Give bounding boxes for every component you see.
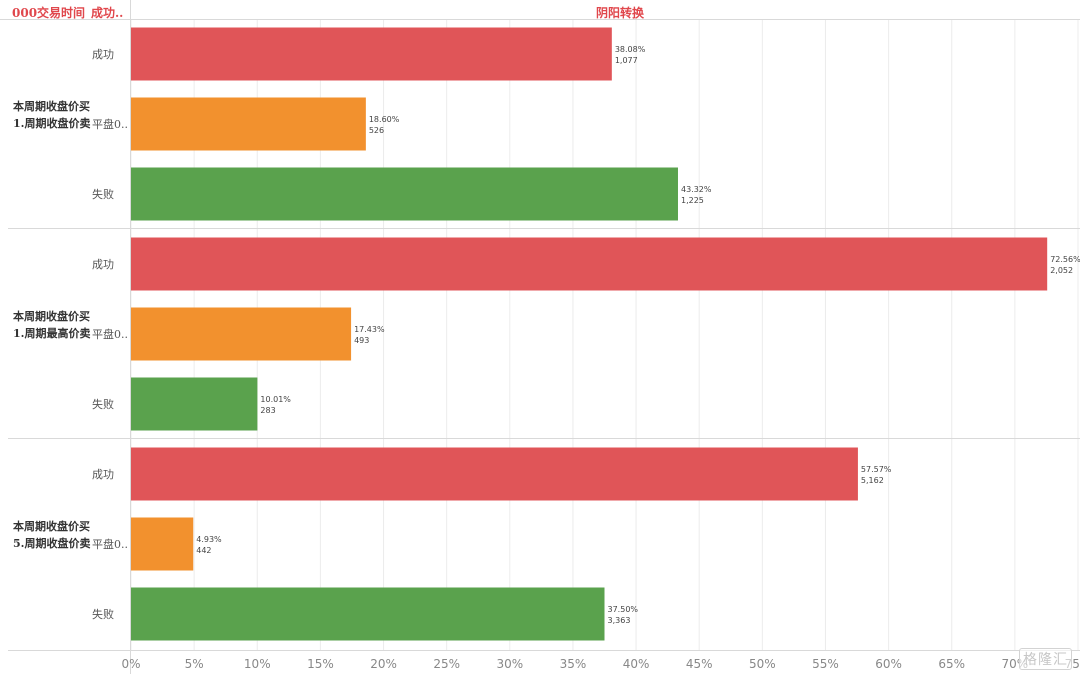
category-field-header: 成功.. — [91, 6, 124, 20]
bar-count-label: 442 — [196, 546, 211, 555]
category-label: 平盘0.. — [92, 118, 128, 131]
bar-count-label: 283 — [260, 406, 275, 415]
x-tick-label: 30% — [496, 657, 523, 671]
category-label: 成功 — [92, 48, 114, 61]
category-label: 成功 — [92, 468, 114, 481]
bar — [131, 447, 858, 501]
x-tick-label: 25% — [433, 657, 460, 671]
bar-percent-label: 4.93% — [196, 535, 222, 544]
bar — [131, 167, 678, 221]
bar-percent-label: 43.32% — [681, 185, 712, 194]
bar — [131, 377, 258, 431]
x-tick-label: 10% — [244, 657, 271, 671]
category-label: 失败 — [92, 398, 114, 411]
category-label: 失败 — [92, 608, 114, 621]
x-tick-label: 55% — [812, 657, 839, 671]
bar-percent-label: 72.56% — [1050, 255, 1080, 264]
bar — [131, 517, 194, 571]
bar — [131, 307, 352, 361]
category-label: 平盘0.. — [92, 328, 128, 341]
bar-count-label: 493 — [354, 336, 369, 345]
bar — [131, 97, 366, 151]
group-label: 本周期收盘价买1.周期收盘价卖 — [13, 100, 91, 130]
group-field-header: 000交易时间 — [12, 6, 86, 20]
x-tick-label: 0% — [121, 657, 140, 671]
bar-count-label: 1,225 — [681, 196, 704, 205]
x-tick-label: 35% — [560, 657, 587, 671]
x-tick-label: 5% — [185, 657, 204, 671]
bar-percent-label: 57.57% — [861, 465, 892, 474]
bar — [131, 27, 612, 81]
bar-count-label: 3,363 — [608, 616, 631, 625]
x-tick-label: 60% — [875, 657, 902, 671]
chart-title: 阴阳转换 — [596, 6, 645, 20]
bar-count-label: 526 — [369, 126, 384, 135]
x-tick-label: 20% — [370, 657, 397, 671]
bar-count-label: 5,162 — [861, 476, 884, 485]
bar — [131, 237, 1048, 291]
x-tick-label: 45% — [686, 657, 713, 671]
group-label: 本周期收盘价买1.周期最高价卖 — [13, 310, 91, 340]
bar-percent-label: 38.08% — [615, 45, 646, 54]
bar-percent-label: 10.01% — [260, 395, 291, 404]
bar-count-label: 1,077 — [615, 56, 638, 65]
category-label: 成功 — [92, 258, 114, 271]
bar-percent-label: 37.50% — [608, 605, 639, 614]
category-label: 平盘0.. — [92, 538, 128, 551]
bar-percent-label: 18.60% — [369, 115, 400, 124]
x-tick-label: 50% — [749, 657, 776, 671]
bar-percent-label: 17.43% — [354, 325, 385, 334]
bar — [131, 587, 605, 641]
x-tick-label: 40% — [623, 657, 650, 671]
x-tick-label: 65% — [938, 657, 965, 671]
watermark-logo: 格隆汇 — [1019, 648, 1072, 670]
x-tick-label: 15% — [307, 657, 334, 671]
category-label: 失败 — [92, 188, 114, 201]
group-label: 本周期收盘价买5.周期收盘价卖 — [13, 520, 91, 550]
bar-count-label: 2,052 — [1050, 266, 1073, 275]
